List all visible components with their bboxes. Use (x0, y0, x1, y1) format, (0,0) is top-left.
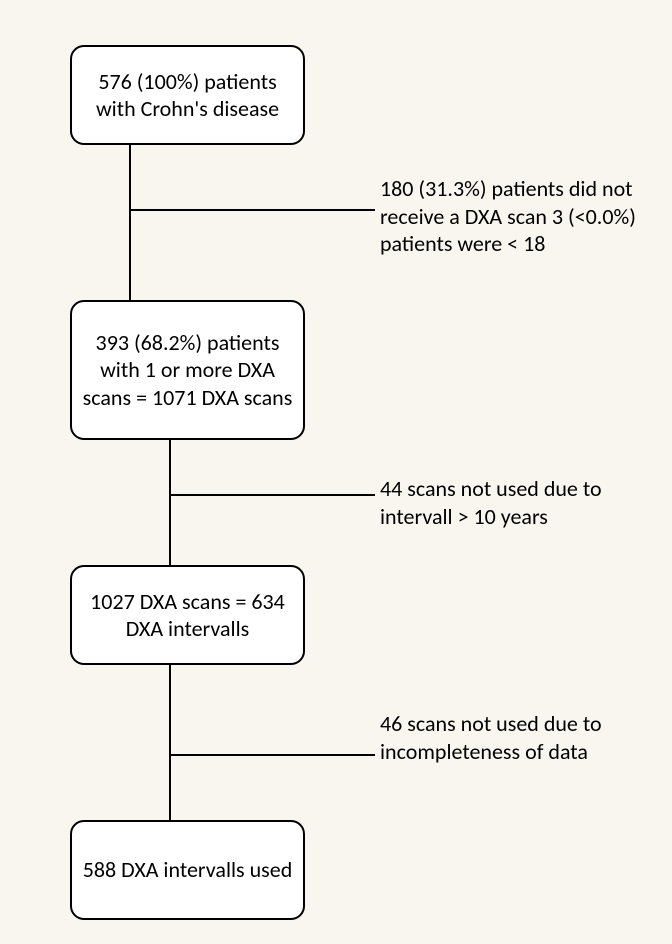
flow-box-3: 1027 DXA scans = 634 DXA intervalls (70, 565, 305, 665)
flow-box-2: 393 (68.2%) patients with 1 or more DXA … (70, 300, 305, 440)
flowchart-canvas: 576 (100%) patients with Crohn's disease… (0, 0, 672, 944)
annotation-2: 44 scans not used due to intervall > 10 … (380, 475, 655, 530)
annotation-3: 46 scans not used due to incompleteness … (380, 710, 640, 765)
flow-box-4: 588 DXA intervalls used (70, 820, 305, 920)
annotation-1: 180 (31.3%) patients did not receive a D… (380, 175, 655, 258)
flow-box-1: 576 (100%) patients with Crohn's disease (70, 45, 305, 145)
